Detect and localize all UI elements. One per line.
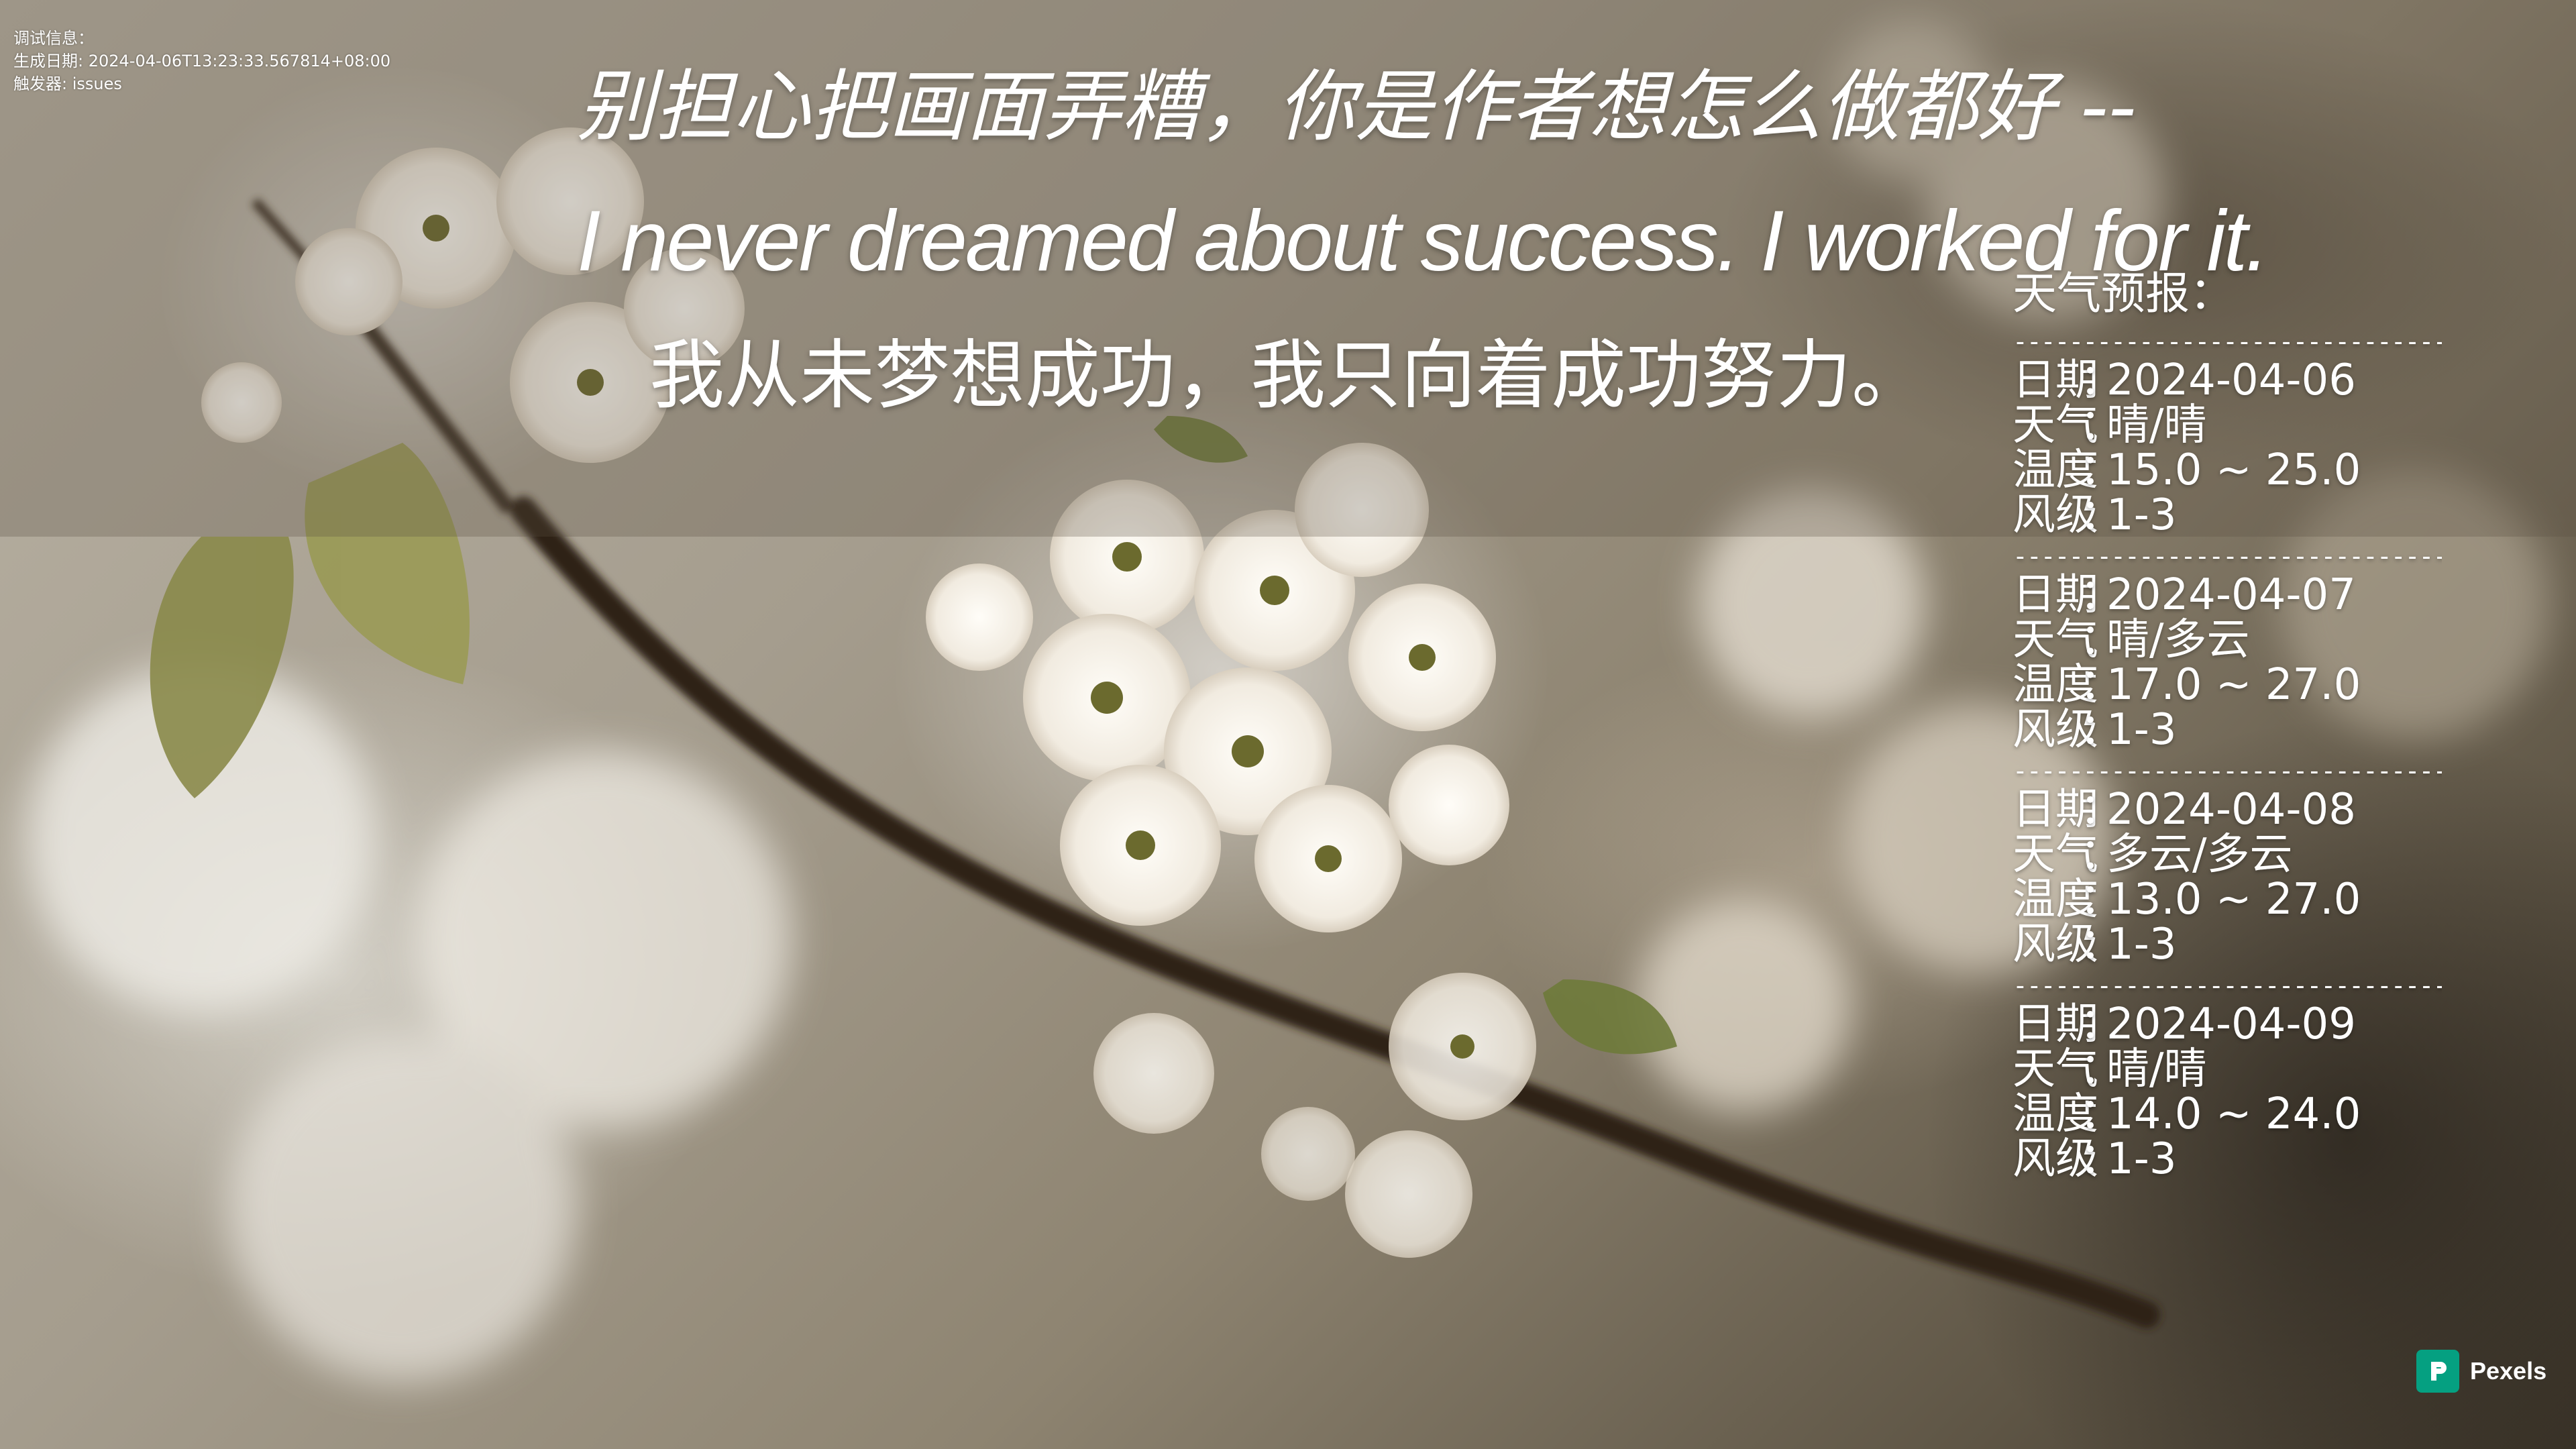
temperature-value: 14.0 ~ 24.0 xyxy=(2106,1089,2361,1139)
weather-label: 天气 xyxy=(2012,400,2098,450)
date-label: 日期 xyxy=(2012,570,2098,620)
forecast-day: 日期：2024-04-07 天气：晴/多云 温度：17.0 ~ 27.0 风级：… xyxy=(2012,572,2442,755)
quote-line-chinese-2: 我从未梦想成功，我只向着成功努力。 xyxy=(649,332,1927,419)
forecast-date-row: 日期：2024-04-08 xyxy=(2012,788,2442,833)
wind-label: 风级 xyxy=(2012,705,2098,755)
date-value: 2024-04-08 xyxy=(2106,785,2356,835)
weather-label: 天气 xyxy=(2012,615,2098,665)
temperature-value: 13.0 ~ 27.0 xyxy=(2106,875,2361,924)
wind-value: 1-3 xyxy=(2106,705,2177,755)
date-value: 2024-04-06 xyxy=(2106,356,2356,405)
wind-value: 1-3 xyxy=(2106,490,2177,540)
colon: ： xyxy=(2080,400,2123,450)
colon: ： xyxy=(2080,920,2123,969)
date-value: 2024-04-09 xyxy=(2106,1000,2356,1049)
colon: ： xyxy=(2080,445,2123,495)
wind-label: 风级 xyxy=(2012,1134,2098,1184)
temperature-value: 17.0 ~ 27.0 xyxy=(2106,660,2361,710)
forecast-day: 日期：2024-04-06 天气：晴/晴 温度：15.0 ~ 25.0 风级：1… xyxy=(2012,357,2442,541)
colon: ： xyxy=(2080,615,2123,665)
forecast-temperature-row: 温度：17.0 ~ 27.0 xyxy=(2012,663,2442,708)
temperature-label: 温度 xyxy=(2012,875,2098,924)
wind-label: 风级 xyxy=(2012,920,2098,969)
wind-value: 1-3 xyxy=(2106,1134,2177,1184)
debug-trigger: 触发器: issues xyxy=(13,74,122,93)
colon: ： xyxy=(2080,356,2123,405)
wind-label: 风级 xyxy=(2012,490,2098,540)
forecast-weather-row: 天气：晴/多云 xyxy=(2012,618,2442,663)
forecast-date-row: 日期：2024-04-09 xyxy=(2012,1002,2442,1047)
forecast-wind-row: 风级：1-3 xyxy=(2012,922,2442,967)
separator-line: -------------------------------- xyxy=(2012,327,2442,356)
colon: ： xyxy=(2080,1044,2123,1094)
weather-label: 天气 xyxy=(2012,830,2098,879)
colon: ： xyxy=(2080,830,2123,879)
date-label: 日期 xyxy=(2012,785,2098,835)
separator-line: -------------------------------- xyxy=(2012,971,2442,1000)
colon: ： xyxy=(2080,875,2123,924)
pexels-logo-icon xyxy=(2416,1350,2459,1393)
forecast-wind-row: 风级：1-3 xyxy=(2012,708,2442,753)
debug-info: 调试信息： 生成日期: 2024-04-06T13:23:33.567814+0… xyxy=(13,27,390,95)
forecast-weather-row: 天气：晴/晴 xyxy=(2012,403,2442,448)
pexels-watermark[interactable]: Pexels xyxy=(2416,1350,2546,1393)
colon: ： xyxy=(2080,490,2123,540)
colon: ： xyxy=(2080,1000,2123,1049)
weather-forecast-panel: 天气预报： -------------------------------- 日… xyxy=(2012,262,2442,1185)
forecast-temperature-row: 温度：14.0 ~ 24.0 xyxy=(2012,1092,2442,1137)
separator-line: -------------------------------- xyxy=(2012,756,2442,786)
forecast-day: 日期：2024-04-08 天气：多云/多云 温度：13.0 ~ 27.0 风级… xyxy=(2012,786,2442,970)
colon: ： xyxy=(2080,785,2123,835)
weather-value: 晴/晴 xyxy=(2106,1044,2207,1094)
forecast-date-row: 日期：2024-04-07 xyxy=(2012,573,2442,618)
debug-title: 调试信息： xyxy=(13,29,94,48)
temperature-label: 温度 xyxy=(2012,445,2098,495)
colon: ： xyxy=(2080,1089,2123,1139)
forecast-wind-row: 风级：1-3 xyxy=(2012,493,2442,538)
colon: ： xyxy=(2080,1134,2123,1184)
colon: ： xyxy=(2080,705,2123,755)
quote-line-english: I never dreamed about success. I worked … xyxy=(577,193,2269,289)
forecast-wind-row: 风级：1-3 xyxy=(2012,1137,2442,1182)
forecast-weather-row: 天气：多云/多云 xyxy=(2012,833,2442,877)
date-value: 2024-04-07 xyxy=(2106,570,2356,620)
weather-title: 天气预报： xyxy=(2012,268,2234,319)
separator-line: -------------------------------- xyxy=(2012,541,2442,571)
wind-value: 1-3 xyxy=(2106,920,2177,969)
temperature-label: 温度 xyxy=(2012,1089,2098,1139)
date-label: 日期 xyxy=(2012,1000,2098,1049)
weather-value: 晴/晴 xyxy=(2106,400,2207,450)
weather-value: 晴/多云 xyxy=(2106,615,2250,665)
weather-value: 多云/多云 xyxy=(2106,830,2293,879)
pexels-label: Pexels xyxy=(2470,1357,2547,1385)
forecast-date-row: 日期：2024-04-06 xyxy=(2012,358,2442,403)
forecast-day: 日期：2024-04-09 天气：晴/晴 温度：14.0 ~ 24.0 风级：1… xyxy=(2012,1001,2442,1185)
debug-generated-date: 生成日期: 2024-04-06T13:23:33.567814+08:00 xyxy=(13,52,391,70)
header-overlay-band xyxy=(0,0,2576,537)
colon: ： xyxy=(2080,570,2123,620)
forecast-temperature-row: 温度：13.0 ~ 27.0 xyxy=(2012,877,2442,922)
temperature-value: 15.0 ~ 25.0 xyxy=(2106,445,2361,495)
colon: ： xyxy=(2080,660,2123,710)
quote-line-chinese-1: 别担心把画面弄糟，你是作者想怎么做都好 -- xyxy=(577,62,2137,152)
temperature-label: 温度 xyxy=(2012,660,2098,710)
quote-block: 别担心把画面弄糟，你是作者想怎么做都好 -- I never dreamed a… xyxy=(577,40,2269,443)
forecast-weather-row: 天气：晴/晴 xyxy=(2012,1047,2442,1092)
forecast-temperature-row: 温度：15.0 ~ 25.0 xyxy=(2012,448,2442,493)
weather-label: 天气 xyxy=(2012,1044,2098,1094)
date-label: 日期 xyxy=(2012,356,2098,405)
